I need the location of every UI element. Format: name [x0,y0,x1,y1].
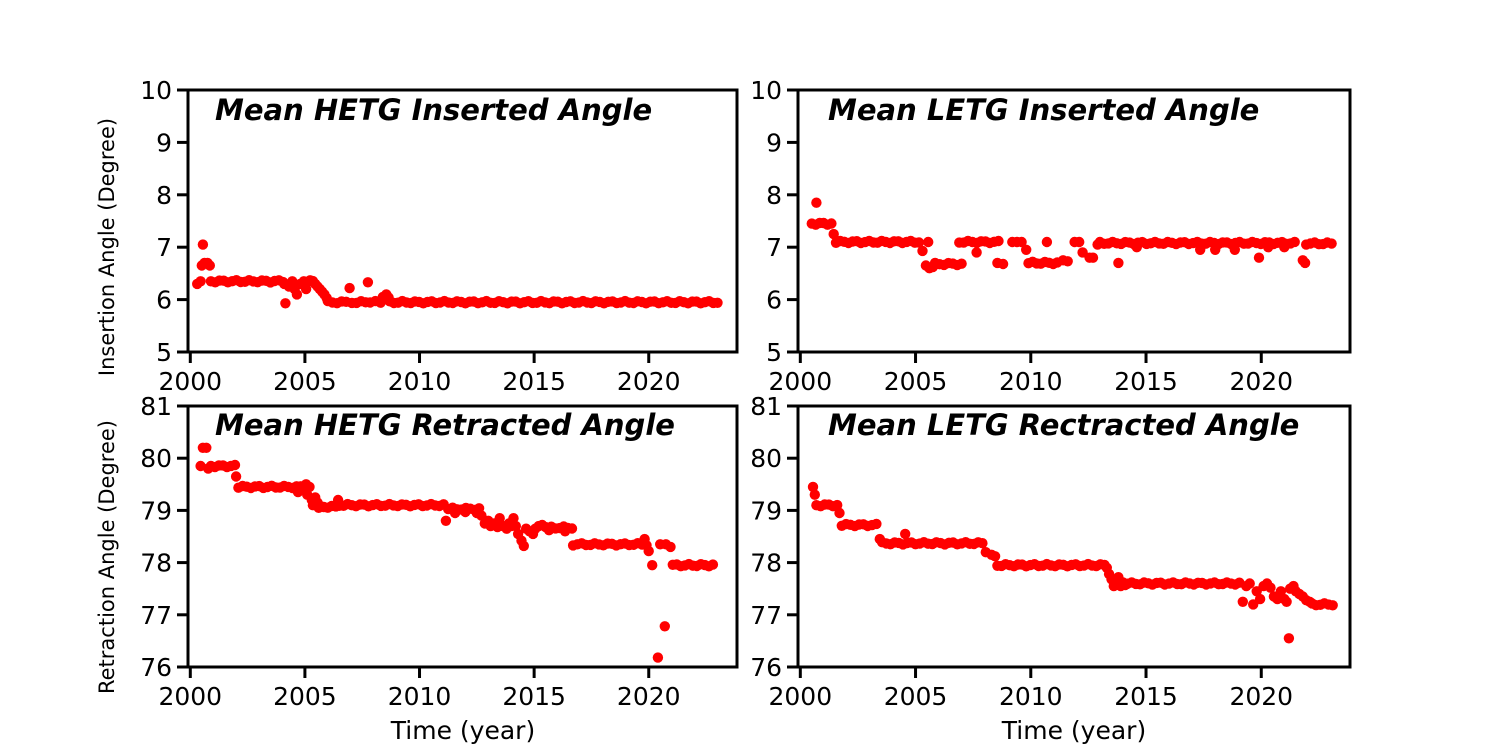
tick-labels-letg-inserted: 2000 2005 2010 2015 2020 5 6 7 8 9 10 [750,76,1293,396]
xlabel-time-right: Time (year) [1001,716,1147,745]
svg-text:2015: 2015 [1114,367,1178,396]
svg-text:2020: 2020 [1229,367,1293,396]
tick-labels-hetg-retracted: 2000 2005 2010 2015 2020 76 77 78 79 80 81 [140,392,680,711]
svg-text:2010: 2010 [999,682,1063,711]
scatter-points-hetg-retracted [195,442,719,663]
svg-text:2000: 2000 [158,367,222,396]
svg-text:76: 76 [140,653,172,682]
ticks-letg-retracted [787,404,1263,678]
svg-text:79: 79 [750,496,782,525]
svg-text:76: 76 [750,653,782,682]
plot-frame-letg-inserted [796,88,1352,354]
ticks-letg-inserted [787,88,1263,363]
ylabel-insertion-angle: Insertion Angle (Degree) [95,117,119,377]
svg-text:8: 8 [766,181,782,210]
tick-labels-hetg-inserted: 2000 2005 2010 2015 2020 5 6 7 8 9 10 [140,76,680,396]
svg-text:2000: 2000 [768,367,832,396]
svg-text:80: 80 [140,444,172,473]
title-letg-inserted: Mean LETG Inserted Angle [828,93,1260,127]
svg-text:9: 9 [766,128,782,157]
svg-text:2020: 2020 [617,682,681,711]
svg-text:2015: 2015 [502,682,566,711]
title-hetg-inserted: Mean HETG Inserted Angle [215,93,653,127]
scatter-points-letg-inserted [806,197,1337,274]
xlabel-time-left: Time (year) [390,716,536,745]
svg-text:2005: 2005 [273,367,337,396]
plot-frame-hetg-inserted [186,88,739,354]
svg-text:2020: 2020 [617,367,681,396]
svg-text:79: 79 [140,496,172,525]
axes-hetg-inserted: 2000 2005 2010 2015 2020 5 6 7 8 9 10 [140,76,739,396]
svg-text:2020: 2020 [1229,682,1293,711]
axes-letg-retracted: 2000 2005 2010 2015 2020 76 77 78 79 80 81 [750,392,1352,711]
plot-frame-hetg-retracted [186,404,739,669]
svg-text:10: 10 [140,76,172,105]
svg-text:7: 7 [156,233,172,262]
axes-hetg-retracted: 2000 2005 2010 2015 2020 76 77 78 79 80 81 [140,392,739,711]
scatter-points-hetg-inserted [192,239,723,309]
svg-text:5: 5 [156,338,172,367]
svg-text:77: 77 [140,601,172,630]
svg-text:2000: 2000 [768,682,832,711]
svg-text:77: 77 [750,601,782,630]
svg-text:2005: 2005 [884,367,948,396]
title-letg-retracted: Mean LETG Rectracted Angle [828,408,1300,442]
plot-frame-letg-retracted [796,404,1352,669]
svg-text:8: 8 [156,181,172,210]
axes-letg-inserted: 2000 2005 2010 2015 2020 5 6 7 8 9 10 [750,76,1352,396]
ticks-hetg-inserted [177,88,651,363]
ylabel-retraction-angle: Retraction Angle (Degree) [95,419,119,695]
svg-text:7: 7 [766,233,782,262]
svg-text:2005: 2005 [884,682,948,711]
svg-text:6: 6 [156,286,172,315]
svg-text:2000: 2000 [158,682,222,711]
tick-labels-letg-retracted: 2000 2005 2010 2015 2020 76 77 78 79 80 81 [750,392,1293,711]
svg-text:2010: 2010 [388,682,452,711]
svg-text:2015: 2015 [1114,682,1178,711]
svg-text:80: 80 [750,444,782,473]
svg-text:9: 9 [156,128,172,157]
ticks-hetg-retracted [177,404,651,678]
svg-text:78: 78 [140,549,172,578]
svg-text:81: 81 [750,392,782,421]
svg-text:2005: 2005 [273,682,337,711]
svg-text:81: 81 [140,392,172,421]
svg-text:10: 10 [750,76,782,105]
title-hetg-retracted: Mean HETG Retracted Angle [215,408,675,442]
svg-text:5: 5 [766,338,782,367]
svg-text:2015: 2015 [502,367,566,396]
svg-text:2010: 2010 [999,367,1063,396]
svg-text:2010: 2010 [388,367,452,396]
svg-text:6: 6 [766,286,782,315]
scatter-points-letg-retracted [807,481,1338,644]
svg-text:78: 78 [750,549,782,578]
